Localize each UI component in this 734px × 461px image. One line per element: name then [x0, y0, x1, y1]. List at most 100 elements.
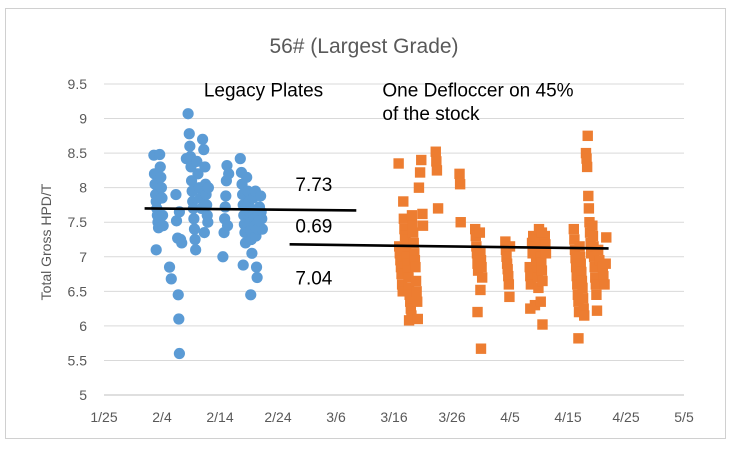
defloccer-point	[568, 223, 579, 235]
x-tick-label: 1/25	[90, 409, 117, 425]
defloccer-point	[537, 275, 548, 287]
defloccer-point	[393, 158, 404, 169]
defloccer-point	[404, 289, 415, 300]
defloccer-point	[594, 255, 605, 266]
defloccer-point	[501, 258, 513, 269]
legacy-point	[191, 155, 203, 168]
defloccer-point	[475, 248, 486, 259]
defloccer-point	[540, 248, 552, 259]
defloccer-point	[583, 203, 595, 214]
defloccer-point	[588, 251, 600, 262]
defloccer-point	[535, 251, 546, 262]
legacy-point	[188, 223, 201, 235]
legacy-point	[251, 271, 263, 284]
defloccer-point	[574, 241, 585, 252]
defloccer-point	[411, 286, 422, 297]
y-tick-label: 6	[79, 318, 87, 334]
y-tick-label: 7.5	[68, 214, 88, 230]
legacy-point	[154, 148, 166, 161]
defloccer-point	[581, 153, 592, 164]
legacy-trend-line	[144, 207, 357, 212]
x-tick-label: 3/26	[438, 409, 465, 425]
defloccer-point	[397, 286, 408, 297]
chart-title: 56# (Largest Grade)	[269, 35, 458, 58]
y-tick-label: 7	[79, 249, 87, 265]
legacy-point	[192, 168, 204, 180]
defloccer-point	[400, 234, 411, 245]
defloccer-point	[591, 289, 602, 300]
trend-lines	[144, 207, 609, 250]
annotations: Legacy Plates One Defloccer on 45% of the …	[204, 80, 574, 289]
defloccer-point	[575, 258, 586, 269]
defloccer-point	[533, 282, 544, 294]
defloccer-point	[410, 275, 422, 287]
defloccer-point	[399, 223, 410, 235]
defloccer-point	[396, 279, 408, 290]
defloccer-point	[395, 261, 407, 273]
defloccer-point	[572, 289, 584, 300]
legacy-point	[246, 247, 258, 259]
defloccer-point	[600, 258, 611, 269]
defloccer-point	[535, 296, 546, 307]
legacy-point	[250, 261, 263, 273]
defloccer-point	[503, 279, 515, 290]
defloccer-point	[578, 303, 589, 314]
defloccer-point	[576, 275, 588, 287]
difference: 0.69	[295, 217, 332, 238]
y-axis-title: Total Gross HPD/T	[38, 183, 54, 300]
deflocc-label-line2: of the stock	[382, 104, 480, 125]
defloccer-point	[475, 255, 487, 266]
defloccer-point	[412, 296, 423, 307]
legacy-point	[184, 140, 196, 152]
defloccer-point	[502, 264, 513, 275]
defloccer-point	[475, 284, 486, 296]
defloccer-point	[410, 261, 421, 273]
defloccer-point	[529, 234, 540, 245]
defloccer-point	[476, 272, 488, 283]
legacy-point	[173, 313, 185, 325]
defloccer-point	[409, 248, 420, 259]
defloccer-point	[403, 272, 414, 283]
defloccer-point	[577, 282, 588, 294]
defloccer-point	[403, 315, 415, 326]
legacy-point	[198, 226, 210, 239]
defloccer-point	[589, 261, 600, 273]
legacy-point	[156, 209, 169, 221]
x-tick-label: 2/24	[264, 409, 291, 425]
defloccer-point	[524, 261, 535, 273]
defloccer-point	[430, 146, 441, 157]
defloccer-point	[432, 203, 444, 214]
chart-border	[5, 8, 726, 439]
defloccer-point	[400, 244, 412, 256]
defloccer-point	[591, 305, 603, 316]
legacy-point	[189, 233, 201, 246]
y-tick-label: 9	[79, 111, 87, 127]
defloccer-point	[503, 270, 514, 282]
defloccer-point	[472, 306, 483, 318]
defloccer-point	[402, 258, 413, 269]
defloccer-point	[398, 213, 410, 224]
defloccer-point	[569, 234, 580, 245]
y-tick-label: 5	[79, 387, 87, 403]
defloccer-point	[590, 279, 602, 290]
legacy-point	[155, 182, 168, 194]
defloccer-point	[412, 313, 423, 325]
defloccer-point	[587, 220, 598, 231]
defloccer-point	[580, 147, 592, 159]
defloccer-point	[454, 179, 466, 190]
deflocc-mean: 7.04	[295, 268, 332, 289]
defloccer-point	[537, 319, 548, 330]
defloccer-point	[581, 161, 593, 173]
defloccer-point	[455, 217, 466, 228]
legacy-point	[154, 161, 166, 173]
x-tick-label: 4/5	[500, 409, 520, 425]
legacy-point	[156, 192, 168, 204]
legacy-point	[255, 190, 267, 202]
defloccer-point	[582, 130, 593, 142]
defloccer-point	[396, 268, 407, 280]
legacy-point	[202, 216, 214, 228]
legacy-point	[165, 273, 177, 285]
legacy-point	[155, 171, 167, 183]
defloccer-point	[574, 251, 586, 262]
